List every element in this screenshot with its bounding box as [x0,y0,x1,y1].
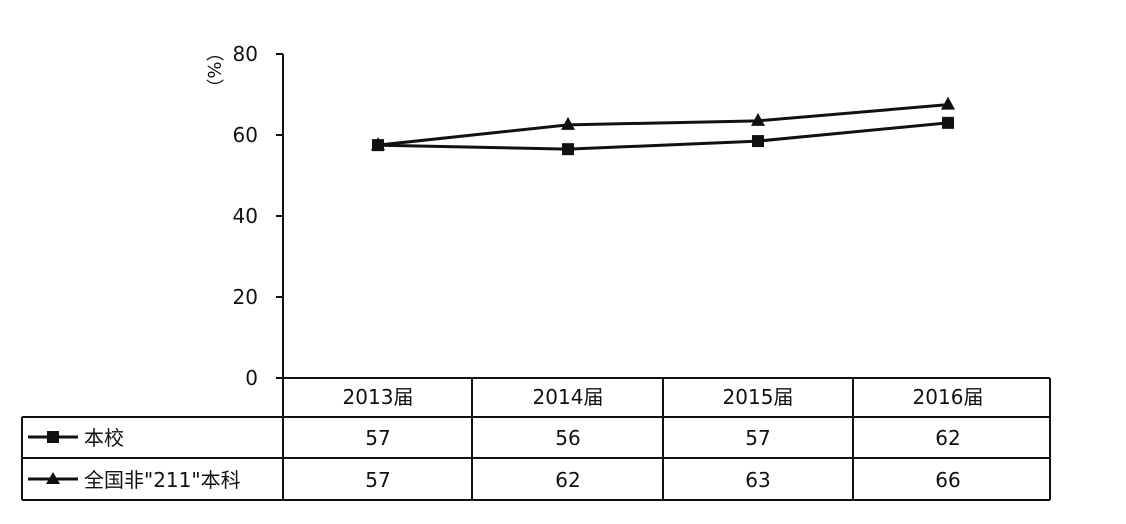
plot-area [371,96,955,156]
data-table [21,377,1051,501]
data-value-cell: 57 [365,468,390,492]
data-point-triangle [751,112,765,126]
category-label: 2016届 [913,385,984,409]
data-point-triangle [371,137,385,151]
category-label: 2015届 [723,385,794,409]
data-point-square [562,143,574,156]
data-table-rows: 本校 57 56 57 62 全国非"211"本科 57 62 63 66 [28,426,961,492]
table-row: 本校 57 56 57 62 [28,426,961,450]
data-value-cell: 56 [555,426,580,450]
legend-square-marker [47,431,59,443]
data-value-cell: 57 [365,426,390,450]
y-tick-label: 0 [245,366,258,390]
table-row: 全国非"211"本科 57 62 63 66 [28,468,961,492]
legend-series-label: 全国非"211"本科 [84,468,241,492]
data-point-triangle [561,116,575,130]
y-tick-label: 20 [233,285,258,309]
y-tick-label: 60 [233,123,258,147]
data-value-cell: 62 [555,468,580,492]
data-point-square [752,135,764,148]
y-axis-ticks: 0 20 40 60 80 [233,42,283,390]
category-label: 2014届 [533,385,604,409]
y-tick-label: 80 [233,42,258,66]
data-point-square [942,116,954,129]
category-header-cells: 2013届 2014届 2015届 2016届 [343,385,984,409]
data-point-triangle [941,96,955,110]
legend-series-label: 本校 [84,426,124,450]
data-value-cell: 62 [935,426,960,450]
data-value-cell: 63 [745,468,770,492]
series-line [377,121,949,151]
legend-triangle-marker [46,472,60,484]
y-tick-label: 40 [233,204,258,228]
y-axis-unit-label: （%） [203,43,224,96]
series-line [377,103,949,147]
data-value-cell: 57 [745,426,770,450]
data-value-cell: 66 [935,468,960,492]
category-label: 2013届 [343,385,414,409]
